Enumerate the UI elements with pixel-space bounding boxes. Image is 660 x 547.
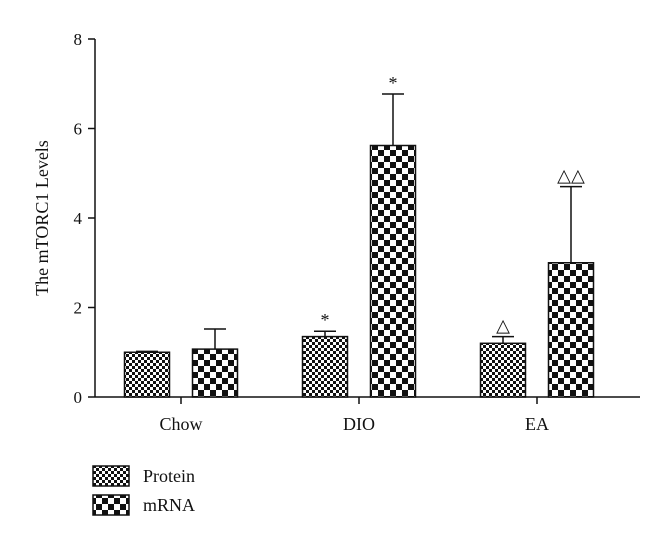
significance-marker: *: [321, 310, 330, 330]
legend: Protein mRNA: [92, 465, 195, 516]
bar-mrna-ea: [547, 262, 595, 398]
y-ticks: 0 2 4 6 8: [74, 30, 95, 407]
bar-protein-chow: [123, 351, 171, 398]
category-labels: Chow DIO EA: [159, 397, 549, 434]
bar-protein-ea: [479, 342, 527, 398]
y-tick-label: 0: [74, 388, 83, 407]
y-tick-label: 6: [74, 120, 83, 139]
legend-swatch-mrna: [92, 494, 130, 516]
y-tick-label: 4: [74, 209, 83, 228]
legend-swatch-protein: [92, 465, 130, 487]
y-tick-label: 2: [74, 299, 83, 318]
bar-mrna-dio: [369, 144, 417, 398]
y-tick-label: 8: [74, 30, 83, 49]
legend-label-mrna: mRNA: [143, 495, 195, 515]
bar-protein-dio: [301, 335, 349, 398]
legend-label-protein: Protein: [143, 466, 195, 486]
category-label-ea: EA: [525, 414, 549, 434]
category-label-chow: Chow: [159, 414, 202, 434]
significance-marker: *: [389, 73, 398, 93]
y-axis-label: The mTORC1 Levels: [32, 140, 52, 296]
category-label-dio: DIO: [343, 414, 375, 434]
significance-marker: △: [496, 316, 510, 336]
bar-mrna-chow: [191, 348, 239, 398]
significance-marker: △△: [557, 166, 585, 186]
bars: * △ * △△: [123, 73, 595, 398]
